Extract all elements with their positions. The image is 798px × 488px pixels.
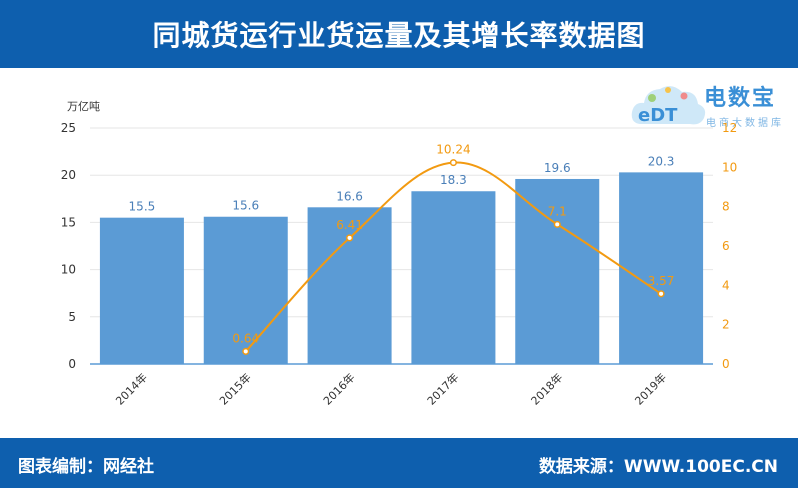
y2-tick-label: 12 [722, 121, 737, 135]
bar-value-label: 15.6 [232, 199, 259, 213]
growth-rate-point [346, 234, 354, 242]
bar [619, 172, 704, 364]
y2-tick-label: 10 [722, 160, 737, 174]
growth-rate-label: 0.64 [232, 331, 259, 345]
brand-logo: eDT 电数宝 电商大数据库 [628, 74, 793, 136]
footer-bar: 图表编制：网经社 数据来源：WWW.100EC.CN [0, 438, 798, 488]
bar-value-label: 18.3 [440, 173, 467, 187]
x-tick-label: 2016年 [320, 370, 357, 407]
bar-value-label: 19.6 [544, 161, 571, 175]
y2-tick-label: 2 [722, 318, 730, 332]
bar [411, 191, 496, 364]
chart-compiler-credit: 图表编制：网经社 [18, 457, 154, 477]
y2-tick-label: 6 [722, 239, 730, 253]
growth-rate-point [449, 159, 457, 167]
x-tick-label: 2019年 [632, 370, 669, 407]
y2-tick-label: 4 [722, 278, 730, 292]
logo-mark-text: eDT [638, 105, 678, 126]
growth-rate-point [657, 290, 665, 298]
growth-rate-label: 3.57 [648, 274, 675, 288]
x-tick-label: 2018年 [528, 370, 565, 407]
growth-rate-point [553, 220, 561, 228]
y-tick-label: 15 [61, 215, 76, 229]
growth-rate-point [242, 347, 250, 355]
y2-tick-label: 0 [722, 357, 730, 371]
bar-value-label: 15.5 [129, 200, 156, 214]
logo-sub-text: 电商大数据库 [706, 118, 784, 129]
bar [515, 178, 600, 364]
y-tick-label: 0 [68, 357, 76, 371]
y-tick-label: 10 [61, 263, 76, 277]
growth-rate-label: 7.1 [548, 204, 567, 218]
logo-brand-text: 电数宝 [704, 86, 777, 111]
data-source-credit: 数据来源：WWW.100EC.CN [538, 457, 778, 477]
y2-tick-label: 8 [722, 200, 730, 214]
growth-rate-label: 10.24 [436, 143, 470, 157]
chart-area: 万亿吨 0 5 10 15 20 25 0 2 4 6 8 10 12 15.5 15.6 16.6 18.3 19… [61, 100, 738, 408]
bar [99, 217, 184, 364]
y-axis-unit-label: 万亿吨 [67, 100, 100, 113]
y-tick-label: 5 [68, 310, 76, 324]
bar [203, 216, 288, 364]
bar-value-label: 16.6 [336, 189, 363, 203]
x-tick-label: 2015年 [216, 370, 253, 407]
cloud-logo-icon: eDT [631, 86, 706, 126]
y-tick-label: 25 [61, 121, 76, 135]
bar [307, 207, 392, 364]
x-tick-label: 2014年 [113, 370, 150, 407]
header-bar: 同城货运行业货运量及其增长率数据图 [0, 0, 798, 68]
growth-rate-label: 6.41 [336, 218, 363, 232]
bar-value-label: 20.3 [648, 154, 675, 168]
page-title: 同城货运行业货运量及其增长率数据图 [152, 19, 646, 52]
y-tick-label: 20 [61, 168, 76, 182]
x-tick-label: 2017年 [424, 370, 461, 407]
